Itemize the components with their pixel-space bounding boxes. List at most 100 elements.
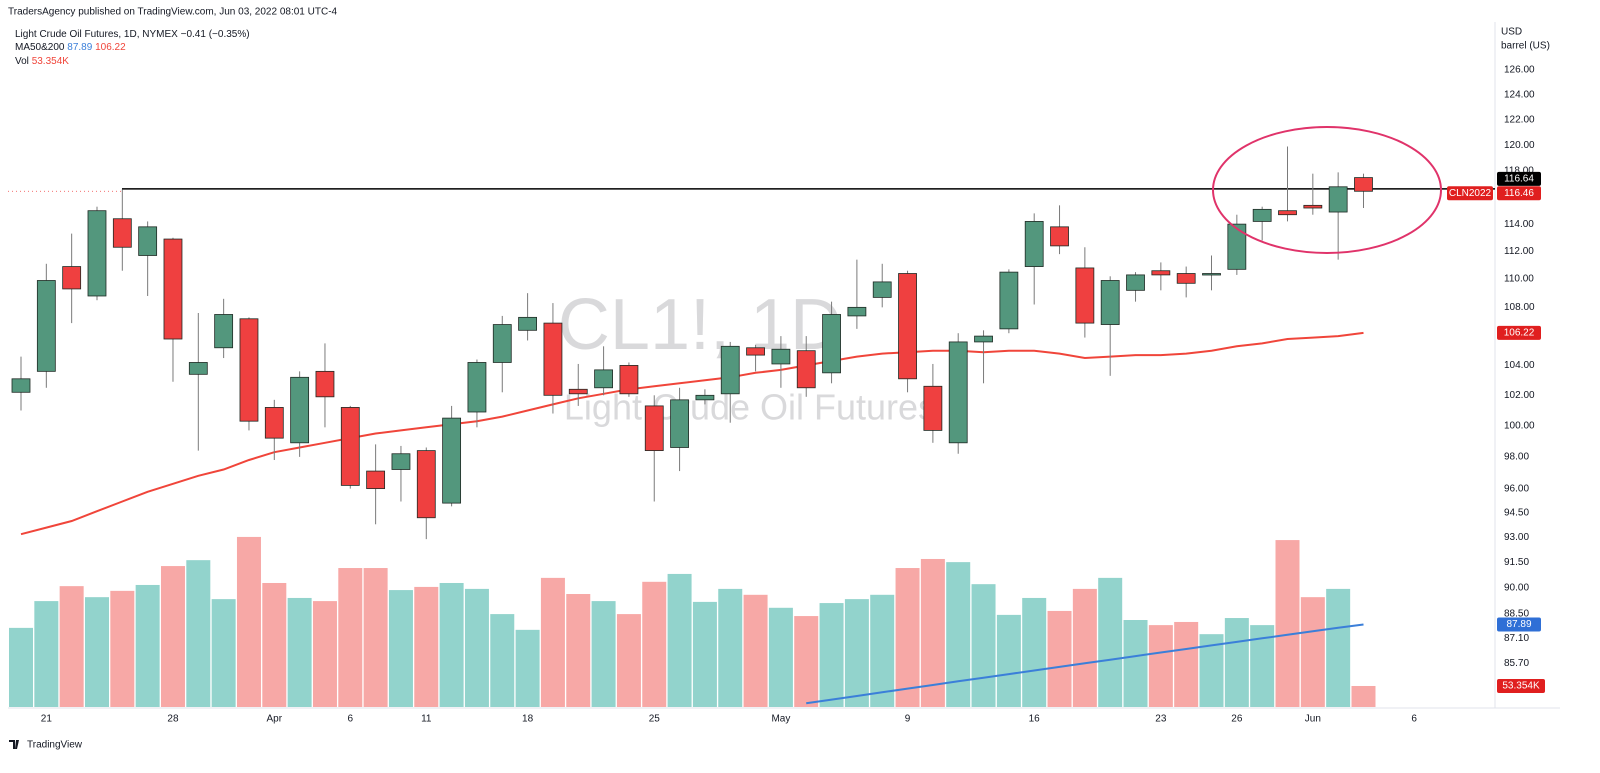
candle-body [214,314,234,349]
volume-bar [160,566,185,707]
volume-bar [819,603,844,707]
x-tick-label: 23 [1155,714,1167,725]
volume-bar [312,601,337,707]
volume-bar [768,607,793,707]
x-tick-label: 9 [905,714,911,725]
y-tick-label: 94.50 [1504,507,1529,518]
ma50-label-box [1497,325,1541,340]
volume-bar [718,588,743,707]
volume-bar [971,584,996,707]
volume-bar [211,599,236,707]
candle-body [898,273,917,380]
legend-ma: MA50&200 87.89 106.22 [15,42,126,53]
volume-bar [566,594,591,707]
candle-body [62,266,82,290]
volume-bar [287,597,312,707]
volume-bar [1351,685,1376,707]
candle-body [492,324,512,363]
volume-bar [667,573,692,707]
volume-bar [262,582,287,707]
volume-bar [844,599,869,707]
plot [8,146,1495,707]
volume-bar [1174,621,1199,707]
candle-body [366,470,386,490]
y-tick-label: 104.00 [1504,360,1535,371]
volume-bar [1224,618,1249,707]
candle-body [1252,208,1272,222]
candle-body [36,280,56,372]
candle-body [87,210,107,297]
volume-bar [414,586,439,707]
change: −0.41 (−0.35%) [181,29,250,40]
candle-body [163,238,183,340]
ma200-label-box [1497,617,1541,632]
y-tick-label: 91.50 [1504,557,1529,568]
candle-body [416,450,436,519]
candle-body [695,394,715,401]
candle-body [822,314,841,374]
candle-body [1151,270,1171,276]
candle-body [594,369,613,389]
y-tick-label: 110.00 [1504,274,1534,285]
volume-bar [464,588,489,707]
candle-body [188,362,208,375]
volume-bar [236,536,261,707]
x-tick-label: 6 [348,714,354,725]
x-tick-label: 21 [41,714,53,725]
y-tick-label: 118.00 [1504,166,1534,177]
volume-bar [743,594,768,707]
contract-label-box [1447,186,1493,201]
candle-body [1075,267,1095,324]
volume-bar [616,614,641,707]
volume-bar [920,558,945,707]
ma-line [806,623,1364,705]
candle-body [670,399,689,448]
candle-body [315,370,335,398]
candle-body [1328,186,1348,213]
candle-body [290,376,310,444]
volume-bar [692,601,717,707]
candle-body [1176,273,1196,284]
candle-body [1303,204,1323,209]
candle-body [796,350,816,389]
y-tick-label: 98.00 [1504,452,1529,463]
candle-body [1050,226,1069,247]
annotation-circle [1212,126,1442,254]
y-tick-label: 108.00 [1504,302,1535,313]
vol-value: 53.354K [32,56,70,67]
volume-bar [1072,588,1097,707]
candle-body [568,388,588,395]
candle-body [644,405,664,452]
volume-bar [996,614,1021,707]
volume-bar [1275,540,1300,707]
candle-body [138,226,158,256]
volume-bar [186,560,211,707]
candle-body [948,341,968,444]
volume-bar [540,577,565,707]
y-tick-label: 114.00 [1504,219,1534,230]
volume-bar [946,562,971,707]
currency: USD [1501,27,1522,38]
volume-bar [338,568,363,707]
last-price-label-box [1497,186,1541,201]
volume-bar [1300,597,1325,707]
y-tick-label: 112.00 [1504,246,1534,257]
legend-vol: Vol 53.354K [15,56,69,67]
ma50-label: 106.22 [1504,328,1535,339]
last-price-label: 116.46 [1504,188,1534,199]
y-tick-label: 93.00 [1504,532,1529,543]
ma-label: MA50&200 [15,42,65,53]
candle-body [746,347,765,356]
x-tick-label: 6 [1411,714,1417,725]
legend: Light Crude Oil Futures, 1D, NYMEX −0.41… [15,29,250,67]
volume-bar [110,590,135,707]
volume-bar [794,616,819,707]
candle-body [391,453,411,470]
volume-bar [642,581,667,707]
x-tick-label: May [771,714,790,725]
candle-body [720,345,740,395]
vol-name: Vol [15,56,29,67]
volume-bar [1148,625,1173,707]
ma50-value: 106.22 [95,42,126,53]
volume-bar [439,582,464,707]
